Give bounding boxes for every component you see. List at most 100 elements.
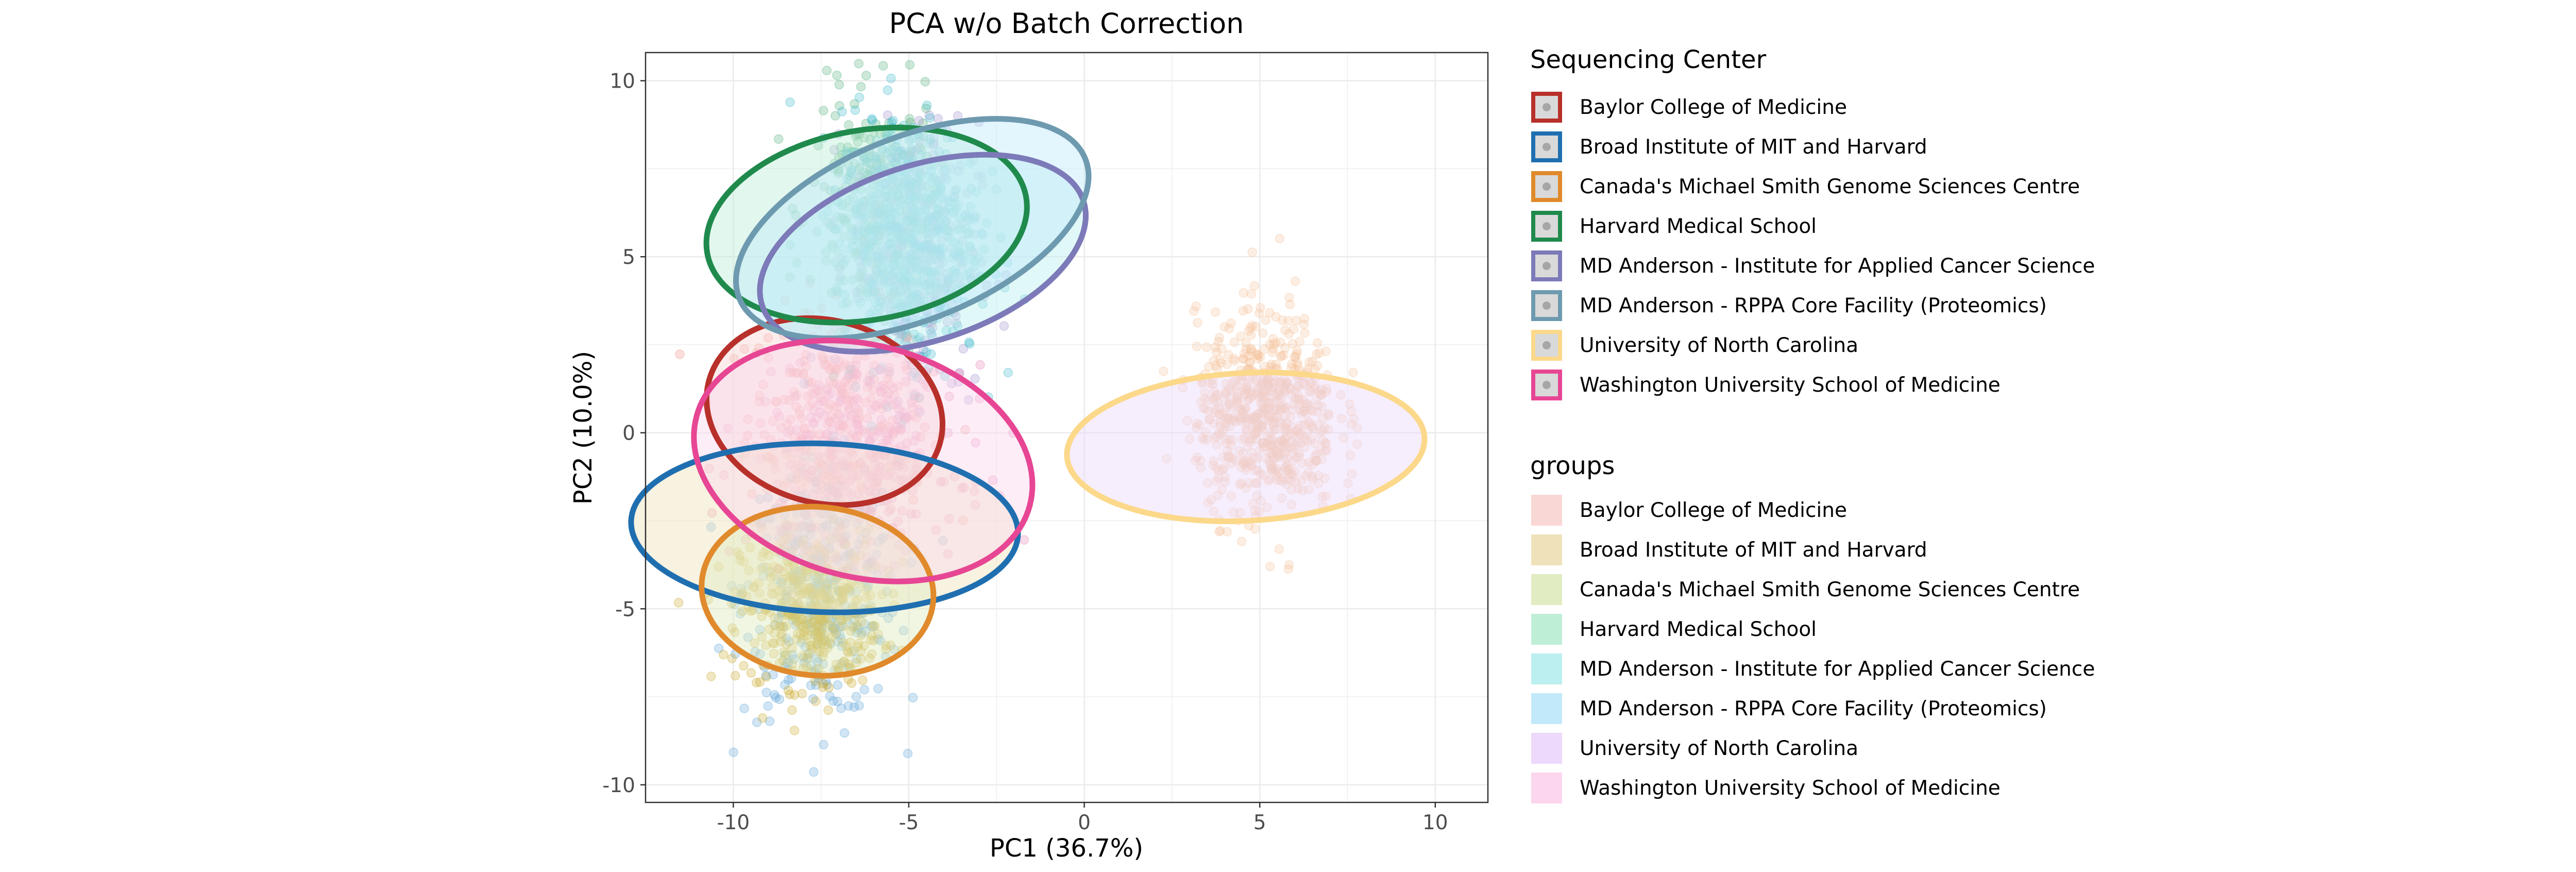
point — [1239, 288, 1249, 298]
point — [854, 59, 864, 69]
x-axis-ticks: -10 -5 0 5 10 — [717, 802, 1448, 834]
point — [835, 622, 845, 631]
point — [1247, 247, 1257, 257]
point — [821, 430, 831, 440]
point — [886, 73, 896, 83]
point — [871, 400, 881, 410]
point — [817, 627, 827, 637]
point — [839, 728, 850, 738]
legend-key-point — [1543, 222, 1551, 230]
legend-key-point — [1543, 341, 1551, 349]
point — [1348, 367, 1358, 377]
point — [873, 537, 883, 547]
point — [802, 589, 812, 598]
point — [755, 677, 765, 687]
point — [790, 541, 800, 551]
point — [800, 510, 810, 521]
point — [908, 495, 919, 505]
point — [751, 678, 761, 687]
point — [800, 642, 810, 652]
point — [1003, 367, 1013, 378]
point — [765, 567, 774, 577]
point — [807, 590, 817, 600]
point — [735, 609, 745, 618]
legend-label: University of North Carolina — [1580, 737, 1858, 760]
point — [840, 532, 850, 543]
point — [875, 422, 885, 432]
point — [889, 645, 899, 655]
point — [884, 388, 894, 398]
point — [806, 523, 816, 533]
point — [851, 369, 861, 379]
point — [803, 618, 814, 628]
point — [787, 589, 796, 599]
point — [839, 657, 850, 667]
point — [797, 565, 807, 575]
point — [804, 523, 814, 532]
point — [832, 476, 841, 485]
point — [867, 467, 877, 478]
point — [879, 400, 890, 410]
point — [836, 585, 846, 595]
point — [829, 624, 840, 634]
point — [837, 476, 847, 485]
point — [778, 481, 788, 492]
point — [824, 355, 834, 365]
point — [730, 627, 740, 638]
point — [853, 473, 862, 482]
point — [825, 639, 836, 649]
point — [798, 651, 808, 661]
legend-item: Canada's Michael Smith Genome Sciences C… — [1531, 574, 2080, 605]
point — [891, 425, 901, 435]
point — [849, 702, 859, 712]
point — [763, 493, 773, 502]
point — [885, 462, 895, 472]
point — [1268, 344, 1278, 354]
point — [780, 295, 790, 306]
point — [772, 575, 782, 584]
point — [781, 590, 791, 599]
point — [803, 516, 814, 527]
point — [958, 515, 968, 525]
point — [812, 653, 822, 663]
point — [794, 566, 804, 576]
point — [799, 379, 809, 389]
point — [807, 640, 817, 650]
point — [809, 630, 820, 640]
point — [833, 696, 842, 707]
point — [840, 519, 851, 529]
point — [856, 481, 866, 491]
point — [836, 385, 846, 395]
point — [794, 409, 804, 420]
x-axis-label: PC1 (36.7%) — [990, 834, 1143, 863]
point — [1321, 346, 1331, 357]
point — [854, 92, 865, 103]
point — [792, 390, 802, 400]
point — [1229, 337, 1240, 347]
point — [895, 423, 905, 433]
point — [802, 540, 812, 549]
point — [844, 432, 854, 443]
point — [828, 476, 838, 485]
point — [807, 452, 817, 463]
point — [857, 628, 867, 638]
legend-item: MD Anderson - RPPA Core Facility (Proteo… — [1531, 290, 2047, 321]
point — [769, 649, 779, 659]
point — [862, 413, 872, 423]
legend-label: Broad Institute of MIT and Harvard — [1580, 539, 1927, 562]
point — [806, 623, 817, 632]
point — [870, 452, 880, 462]
point — [837, 107, 847, 117]
point — [824, 682, 834, 693]
point — [1201, 342, 1211, 353]
point — [755, 625, 765, 635]
point — [914, 115, 924, 126]
point — [840, 389, 850, 399]
point — [833, 636, 843, 647]
point — [728, 747, 739, 757]
point — [778, 526, 788, 536]
point — [842, 395, 853, 405]
point — [810, 595, 821, 605]
y-axis-label: PC2 (10.0%) — [569, 351, 598, 505]
